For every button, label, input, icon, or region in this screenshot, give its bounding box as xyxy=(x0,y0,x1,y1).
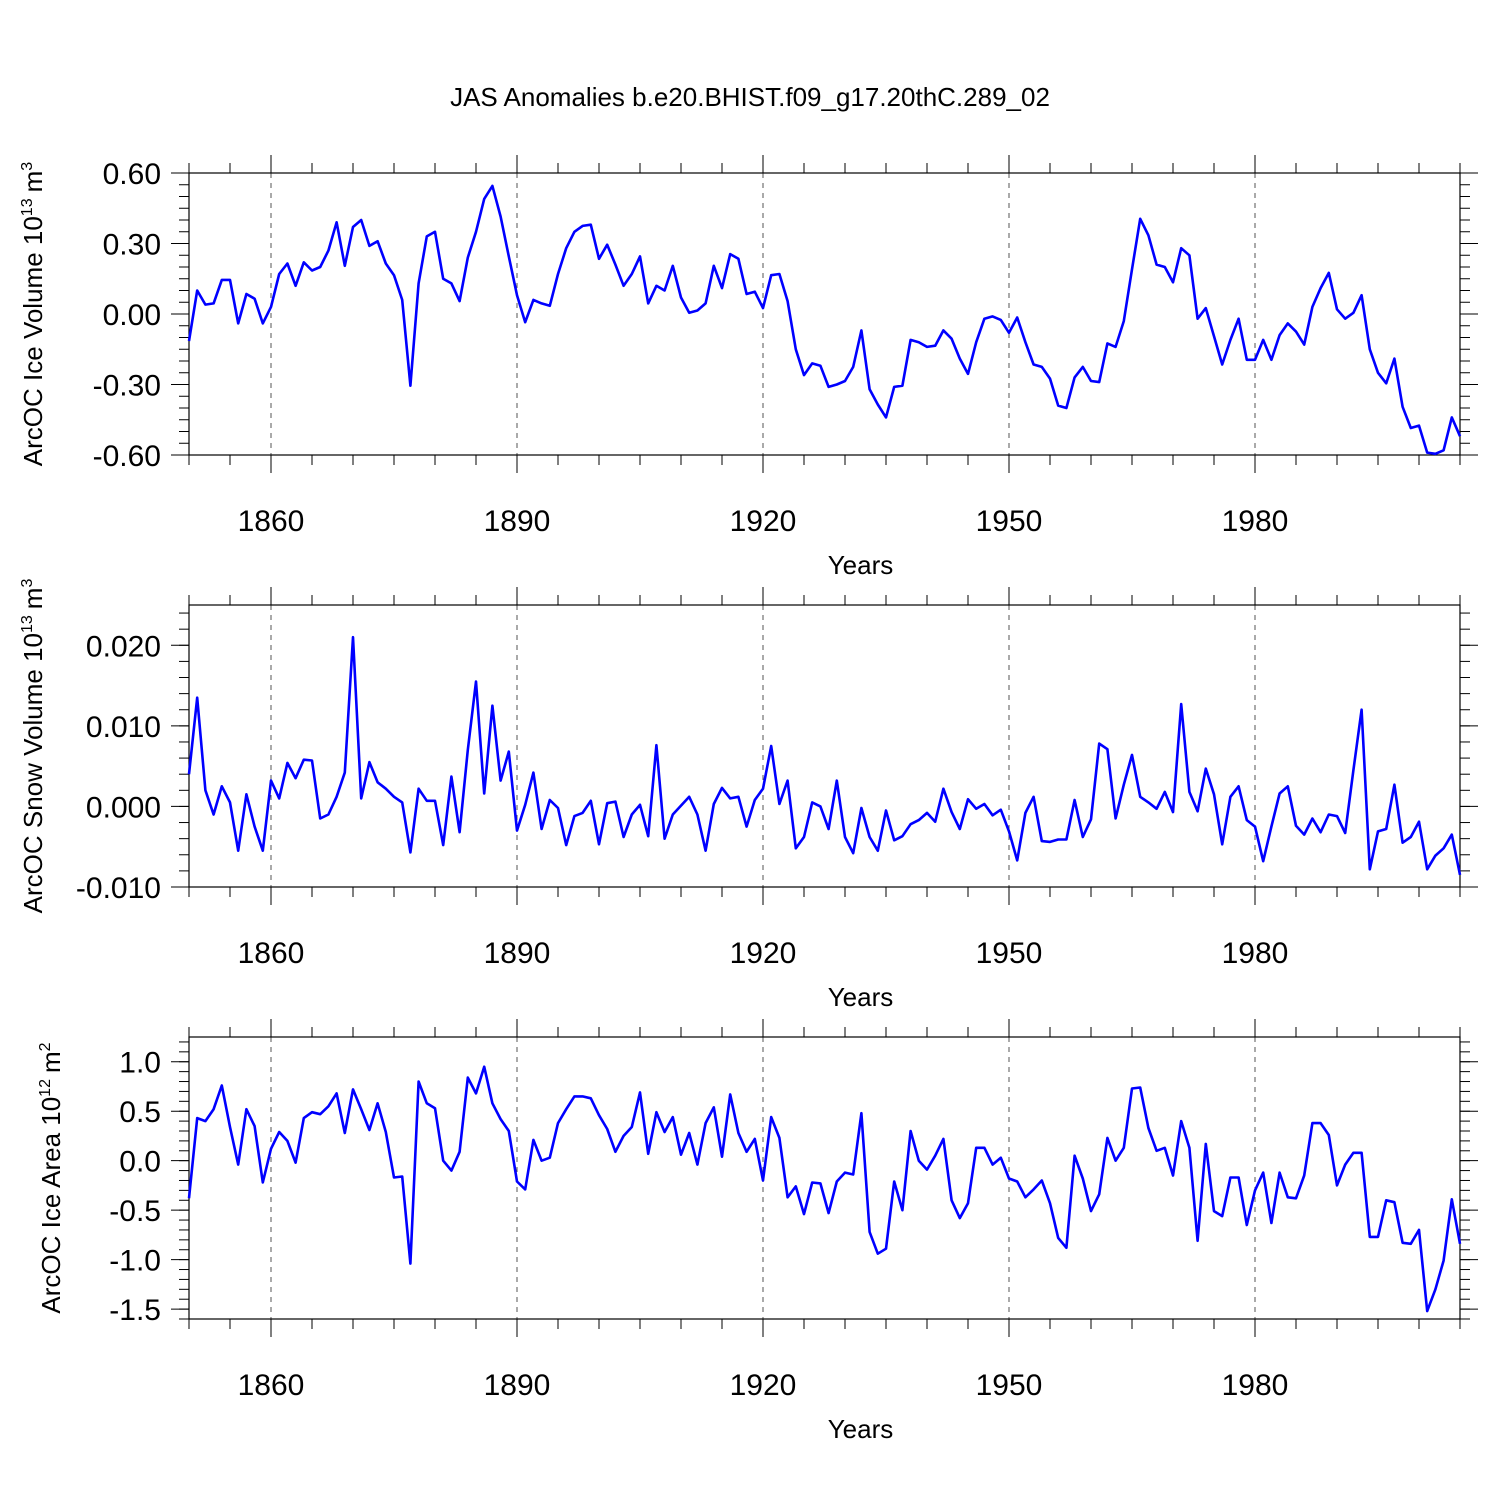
y-tick-label: 0.020 xyxy=(86,630,161,663)
y-axis-label-unit-exponent: 3 xyxy=(19,579,36,588)
plot-frame xyxy=(188,172,1461,456)
x-tick-label: 1980 xyxy=(1222,937,1289,970)
x-axis-label: Years xyxy=(828,982,894,1012)
y-axis-label: ArcOC Snow Volume 1013 m3 xyxy=(18,579,48,914)
x-tick-label: 1920 xyxy=(730,1369,797,1402)
x-tick-label: 1920 xyxy=(730,937,797,970)
y-axis-label-unit: m xyxy=(18,171,48,193)
y-axis-label-unit-exponent: 2 xyxy=(37,1042,54,1051)
x-tick-label: 1980 xyxy=(1222,505,1289,538)
x-tick-label: 1950 xyxy=(976,1369,1043,1402)
y-axis-label-unit: m xyxy=(18,588,48,610)
x-tick-label: 1860 xyxy=(238,505,305,538)
data-series-line xyxy=(187,635,1462,876)
y-tick-label: -1.0 xyxy=(109,1245,161,1278)
y-tick-label: 0.000 xyxy=(86,791,161,824)
y-tick-label: -1.5 xyxy=(109,1294,161,1327)
y-tick-label: 0.60 xyxy=(103,158,161,191)
y-tick-label: 0.010 xyxy=(86,711,161,744)
y-axis-label: ArcOC Ice Volume 1013 m3 xyxy=(18,162,48,466)
y-axis-label-main: ArcOC Ice Volume 10 xyxy=(18,216,48,466)
y-tick-label: -0.30 xyxy=(93,370,161,403)
data-series-line xyxy=(187,184,1462,456)
chart-title: JAS Anomalies b.e20.BHIST.f09_g17.20thC.… xyxy=(450,82,1050,112)
chart-panel-2: 1860 1890 1920 1950 1980 Years -0.010 0.000 0.01… xyxy=(18,579,1478,1012)
y-tick-label: 1.0 xyxy=(119,1047,161,1080)
x-tick-label: 1980 xyxy=(1222,1369,1289,1402)
plot-frame xyxy=(188,604,1461,888)
x-axis-label: Years xyxy=(828,1414,894,1444)
y-axis-label-unit-exponent: 3 xyxy=(19,162,36,171)
y-axis-label-exponent: 12 xyxy=(37,1079,54,1097)
y-axis-label-main: ArcOC Snow Volume 10 xyxy=(18,633,48,913)
plot-frame xyxy=(188,1036,1461,1320)
y-tick-label: -0.010 xyxy=(76,872,161,905)
x-tick-label: 1950 xyxy=(976,505,1043,538)
y-axis-label: ArcOC Ice Area 1012 m2 xyxy=(36,1042,66,1313)
y-tick-label: -0.5 xyxy=(109,1195,161,1228)
x-tick-label: 1890 xyxy=(484,1369,551,1402)
x-tick-label: 1860 xyxy=(238,1369,305,1402)
y-tick-label: 0.0 xyxy=(119,1146,161,1179)
y-tick-label: 0.00 xyxy=(103,299,161,332)
y-tick-label: 0.30 xyxy=(103,229,161,262)
chart-panel-1: 1860 1890 1920 1950 1980 Years -0.60 -0.30 0.00 0… xyxy=(18,155,1478,580)
x-tick-label: 1860 xyxy=(238,937,305,970)
data-series-line xyxy=(187,1065,1462,1313)
y-tick-label: -0.60 xyxy=(93,440,161,473)
y-axis-label-unit: m xyxy=(36,1051,66,1073)
y-tick-label: 0.5 xyxy=(119,1096,161,1129)
y-axis-label-exponent: 13 xyxy=(19,615,36,633)
x-tick-label: 1890 xyxy=(484,505,551,538)
x-axis-label: Years xyxy=(828,550,894,580)
x-tick-label: 1950 xyxy=(976,937,1043,970)
y-axis-label-exponent: 13 xyxy=(19,198,36,216)
chart-panel-3: 1860 1890 1920 1950 1980 Years -1.5 -1.0 -0.5 0.0… xyxy=(36,1019,1478,1444)
x-tick-label: 1890 xyxy=(484,937,551,970)
y-axis-label-main: ArcOC Ice Area 10 xyxy=(36,1097,66,1314)
x-tick-label: 1920 xyxy=(730,505,797,538)
